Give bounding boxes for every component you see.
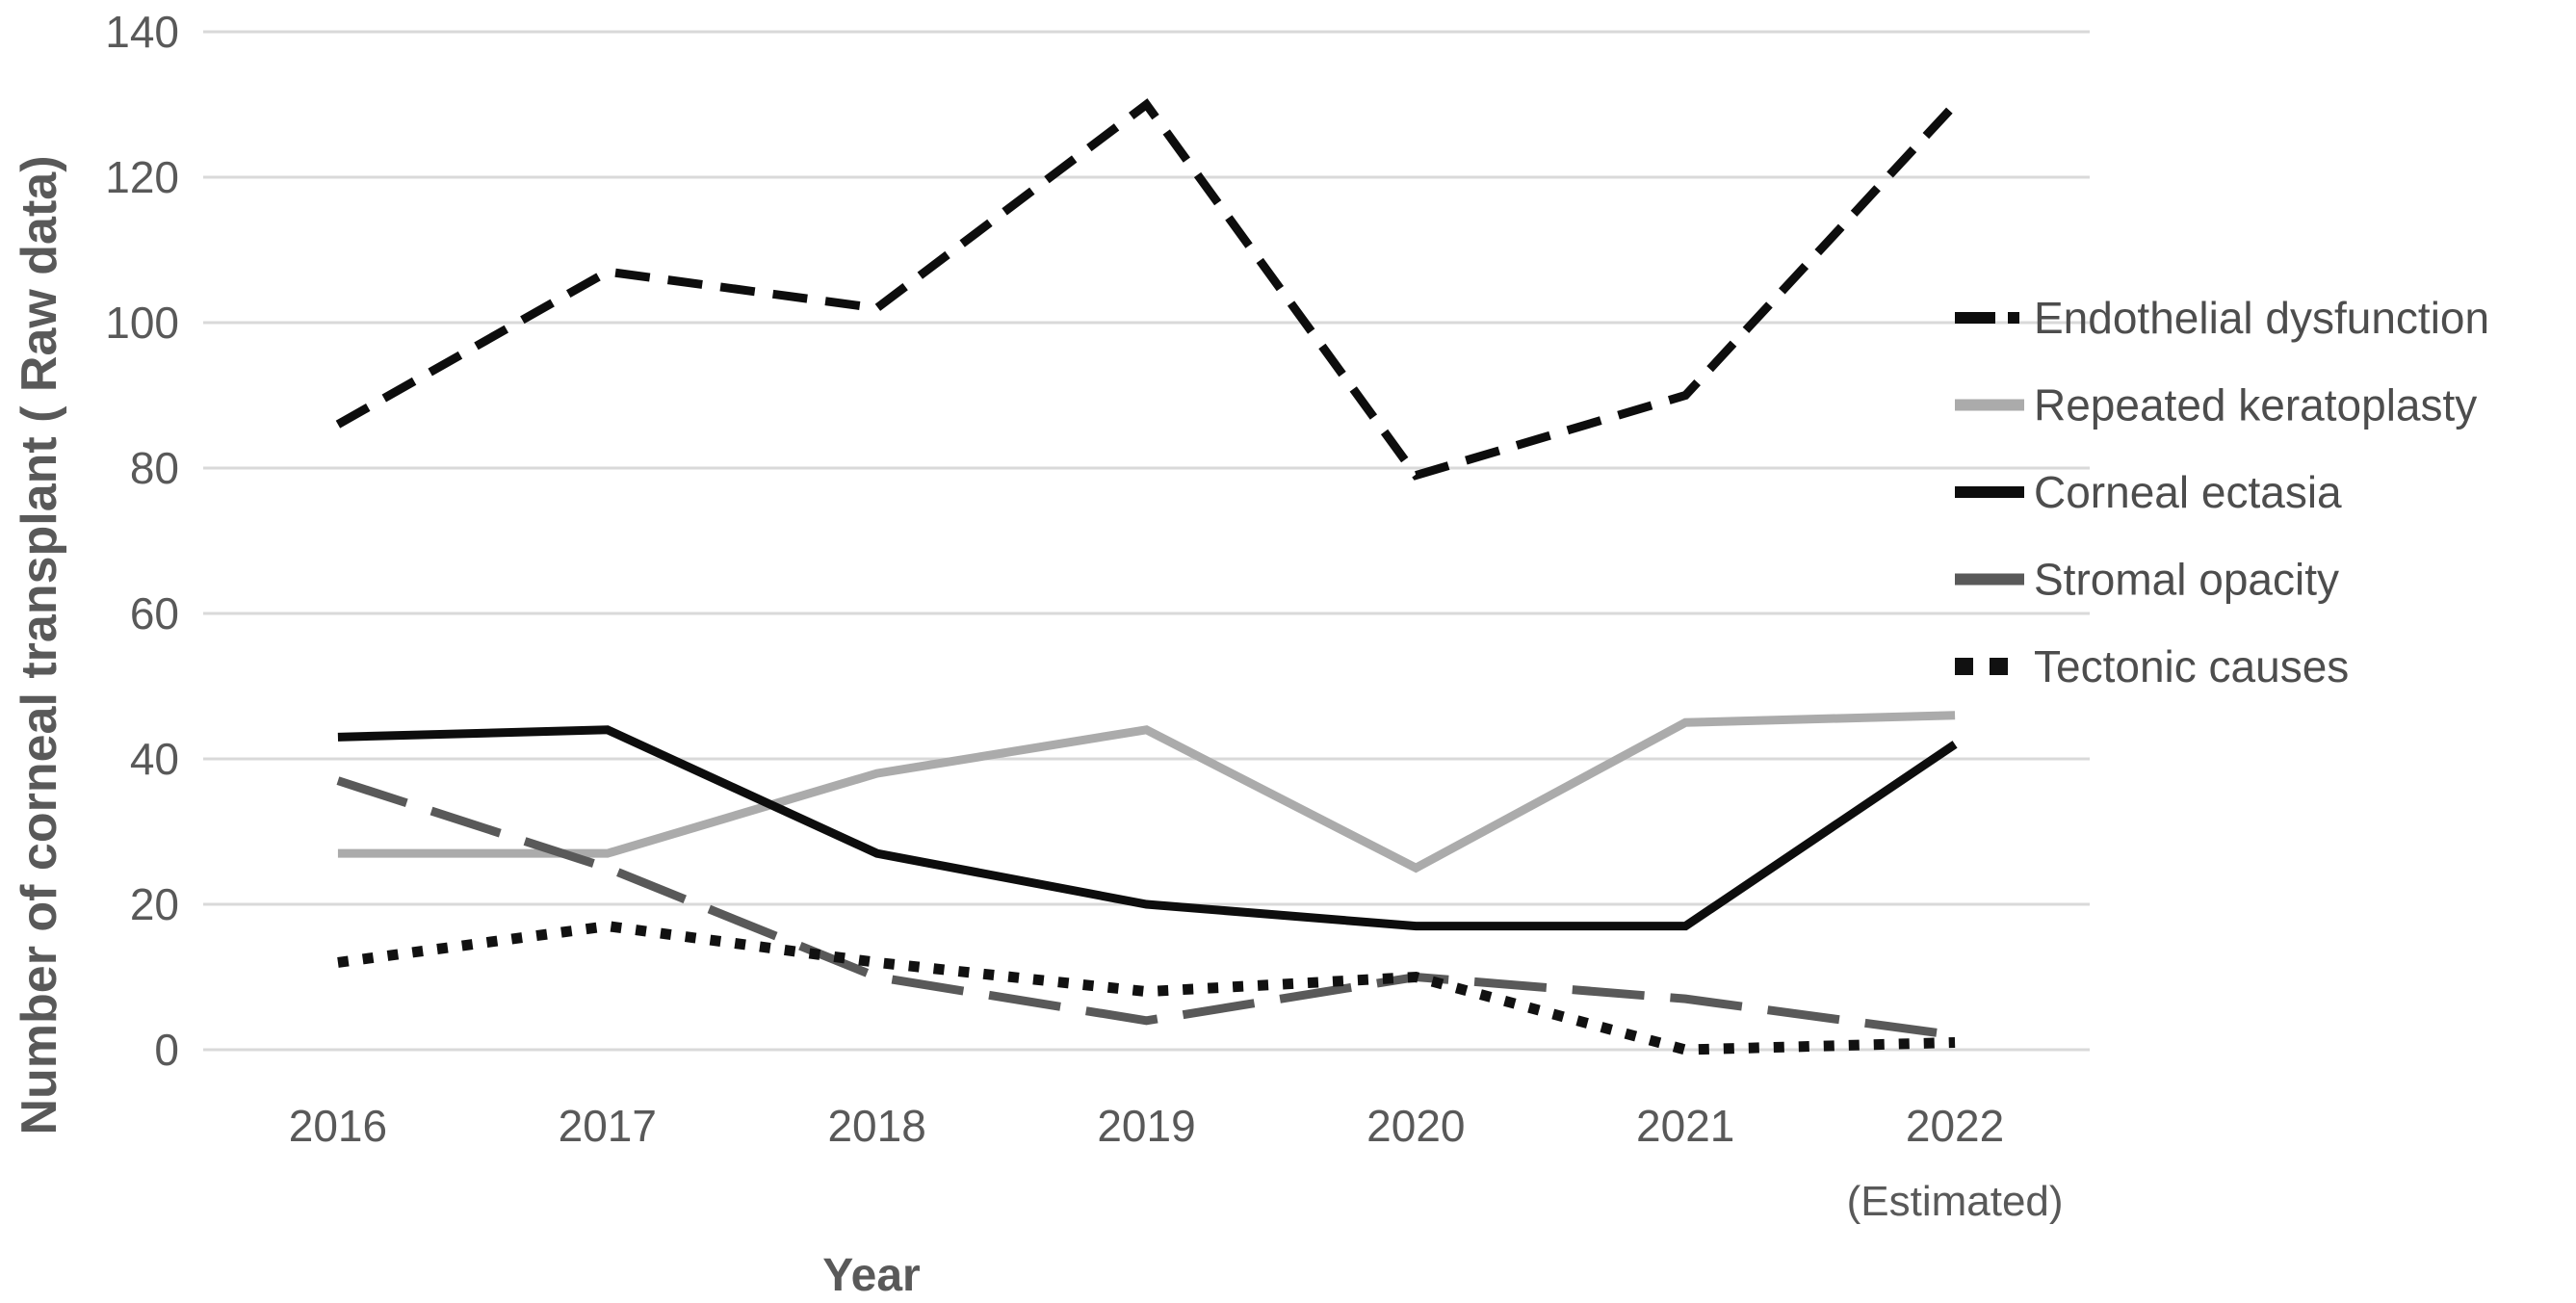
x-tick-sublabel-estimated: (Estimated) [1847,1178,2064,1225]
x-tick-labels-group: 2016 2017 2018 2019 2020 2021 2022 (Estimated) [289,1101,2064,1225]
x-tick-label-2018: 2018 [827,1101,925,1151]
legend-label-stromal-opacity: Stromal opacity [2034,555,2339,605]
legend-label-tectonic-causes: Tectonic causes [2034,641,2349,691]
x-tick-label-2021: 2021 [1636,1101,1734,1151]
y-tick-label-0: 0 [154,1025,179,1075]
series-lines-group [335,98,1959,1055]
gridlines-group [203,30,2090,1052]
x-tick-label-2016: 2016 [289,1101,387,1151]
x-tick-label-2019: 2019 [1097,1101,1195,1151]
series-line-tectonic-causes [337,921,1956,1055]
y-tick-label-20: 20 [130,879,179,929]
legend-label-repeated-keratoplasty: Repeated keratoplasty [2034,380,2477,430]
series-line-repeated-keratoplasty [337,711,1956,873]
legend: Endothelial dysfunction Repeated keratopl… [1955,293,2489,691]
legend-item-stromal-opacity: Stromal opacity [1955,555,2339,605]
y-axis-title: Number of corneal transplant ( Raw data) [12,155,67,1134]
y-tick-label-140: 140 [105,7,179,57]
series-line-stromal-opacity [336,776,1956,1040]
x-tick-label-2020: 2020 [1366,1101,1465,1151]
x-tick-label-2017: 2017 [559,1101,657,1151]
legend-label-corneal-ectasia: Corneal ectasia [2034,467,2342,517]
y-tick-labels-group: 0 20 40 60 80 100 120 140 [105,7,179,1075]
series-line-endothelial-dysfunction [335,98,1959,481]
x-axis-title: Year [822,1250,920,1298]
legend-item-tectonic-causes: Tectonic causes [1955,641,2349,691]
y-tick-label-80: 80 [130,443,179,493]
legend-item-endothelial-dysfunction: Endothelial dysfunction [1955,293,2489,343]
y-tick-label-120: 120 [105,152,179,202]
series-line-corneal-ectasia [337,725,1958,931]
y-tick-label-40: 40 [130,734,179,784]
legend-item-corneal-ectasia: Corneal ectasia [1955,467,2342,517]
y-tick-label-100: 100 [105,298,179,348]
x-tick-label-2022: 2022 [1906,1101,2004,1151]
y-tick-label-60: 60 [130,588,179,638]
legend-item-repeated-keratoplasty: Repeated keratoplasty [1955,380,2477,430]
legend-label-endothelial-dysfunction: Endothelial dysfunction [2034,293,2489,343]
